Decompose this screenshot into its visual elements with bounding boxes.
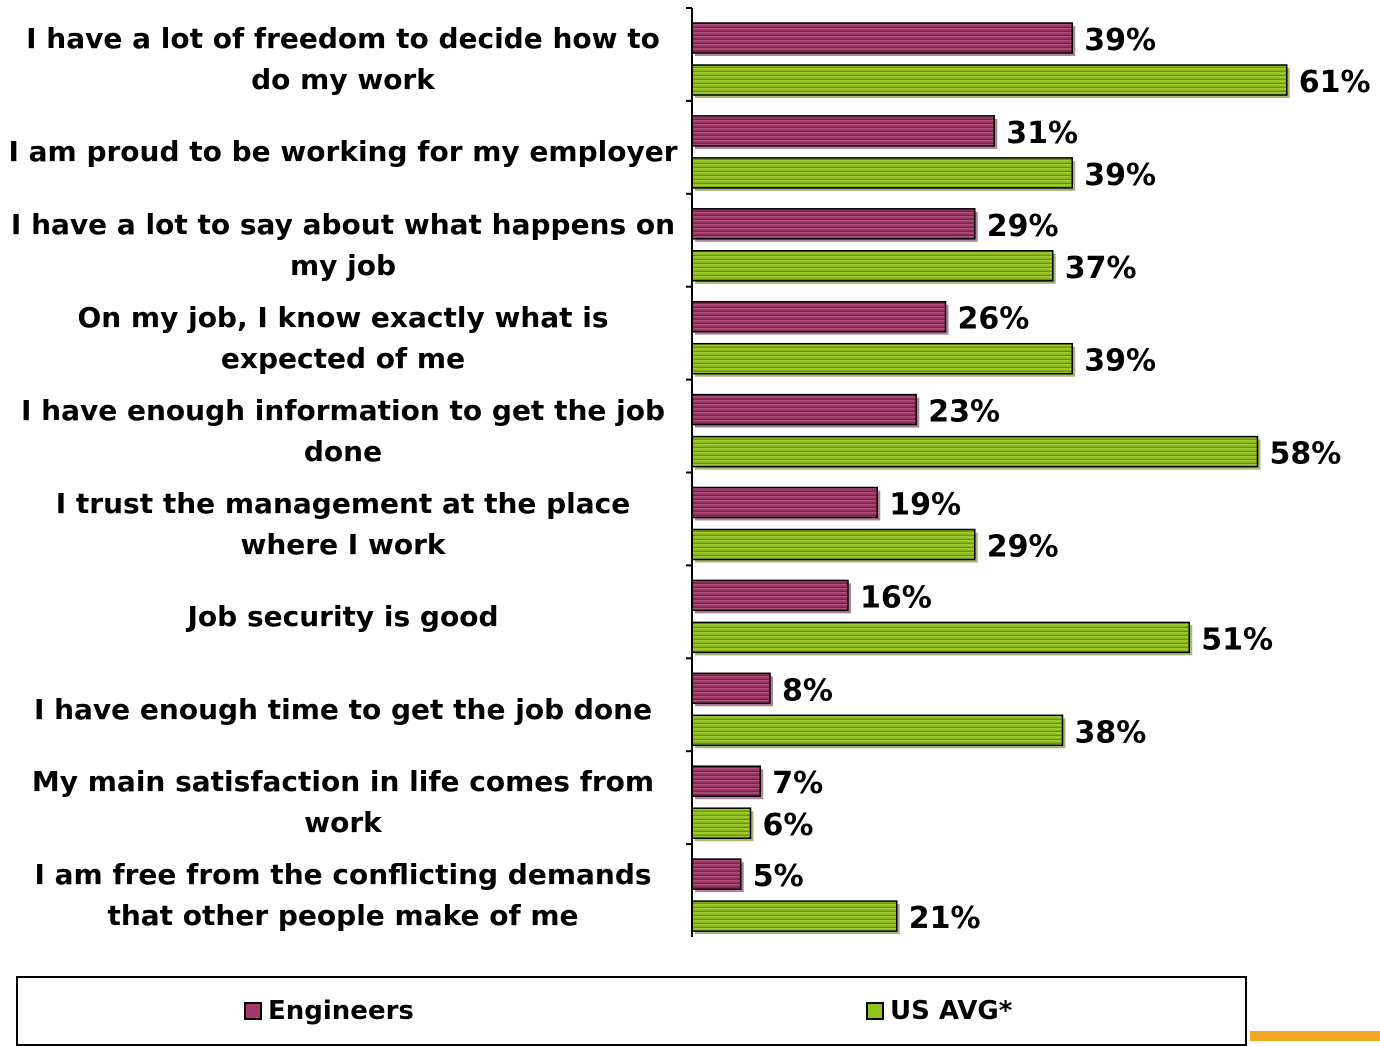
bar-us-avg	[692, 622, 1189, 652]
value-label-engineers: 8%	[782, 673, 833, 708]
bar-engineers	[692, 209, 975, 239]
legend-item-engineers: Engineers	[244, 996, 414, 1026]
bar-us-avg	[692, 251, 1053, 281]
value-label-engineers: 26%	[958, 302, 1030, 337]
value-label-engineers: 16%	[860, 580, 932, 615]
bar-engineers	[692, 673, 770, 703]
value-label-us-avg: 39%	[1084, 344, 1156, 379]
bar-us-avg	[692, 158, 1072, 188]
bars-layer: 39%61%31%39%29%37%26%39%23%58%19%29%16%5…	[692, 23, 1371, 936]
category-label: I trust the management at the place wher…	[8, 481, 678, 567]
bar-engineers	[692, 859, 741, 889]
category-label: I am proud to be working for my employer	[8, 109, 678, 195]
accent-bar	[1250, 1031, 1380, 1041]
value-label-us-avg: 29%	[987, 530, 1059, 565]
bar-us-avg	[692, 808, 751, 838]
bar-us-avg	[692, 715, 1063, 745]
bar-engineers	[692, 116, 994, 146]
bar-us-avg	[692, 901, 897, 931]
value-label-us-avg: 51%	[1201, 622, 1273, 657]
legend-swatch-us-avg	[866, 1002, 884, 1020]
category-label: My main satisfaction in life comes from …	[8, 759, 678, 845]
category-label: I am free from the conflicting demands t…	[8, 852, 678, 938]
value-label-us-avg: 58%	[1270, 437, 1342, 472]
value-label-engineers: 19%	[889, 488, 961, 523]
value-label-engineers: 23%	[928, 395, 1000, 430]
bar-engineers	[692, 580, 848, 610]
category-label: I have a lot of freedom to decide how to…	[8, 16, 678, 102]
value-label-us-avg: 21%	[909, 901, 981, 936]
bar-us-avg	[692, 437, 1258, 467]
bar-engineers	[692, 23, 1072, 53]
value-label-us-avg: 39%	[1084, 158, 1156, 193]
value-label-engineers: 7%	[772, 766, 823, 801]
value-label-engineers: 39%	[1084, 23, 1156, 58]
axis-layer	[686, 8, 692, 937]
legend-label-engineers: Engineers	[268, 996, 414, 1026]
value-label-engineers: 5%	[753, 859, 804, 894]
value-label-us-avg: 37%	[1065, 251, 1137, 286]
bar-us-avg	[692, 65, 1287, 95]
category-label: Job security is good	[8, 573, 678, 659]
bar-engineers	[692, 395, 916, 425]
bar-engineers	[692, 766, 760, 796]
bar-engineers	[692, 488, 877, 518]
legend-item-us-avg: US AVG*	[866, 996, 1012, 1026]
legend-label-us-avg: US AVG*	[890, 996, 1012, 1026]
bar-us-avg	[692, 344, 1072, 374]
legend: Engineers US AVG*	[16, 976, 1247, 1046]
category-label: I have enough information to get the job…	[8, 388, 678, 474]
value-label-engineers: 31%	[1006, 116, 1078, 151]
value-label-us-avg: 6%	[763, 808, 814, 843]
legend-swatch-engineers	[244, 1002, 262, 1020]
category-label: On my job, I know exactly what is expect…	[8, 295, 678, 381]
category-label: I have a lot to say about what happens o…	[8, 202, 678, 288]
category-label: I have enough time to get the job done	[8, 666, 678, 752]
value-label-us-avg: 61%	[1299, 65, 1371, 100]
value-label-engineers: 29%	[987, 209, 1059, 244]
bar-us-avg	[692, 530, 975, 560]
bar-engineers	[692, 302, 946, 332]
value-label-us-avg: 38%	[1075, 715, 1147, 750]
